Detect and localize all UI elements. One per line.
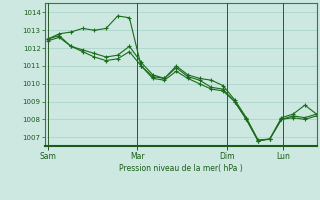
X-axis label: Pression niveau de la mer( hPa ): Pression niveau de la mer( hPa ) <box>119 164 243 173</box>
